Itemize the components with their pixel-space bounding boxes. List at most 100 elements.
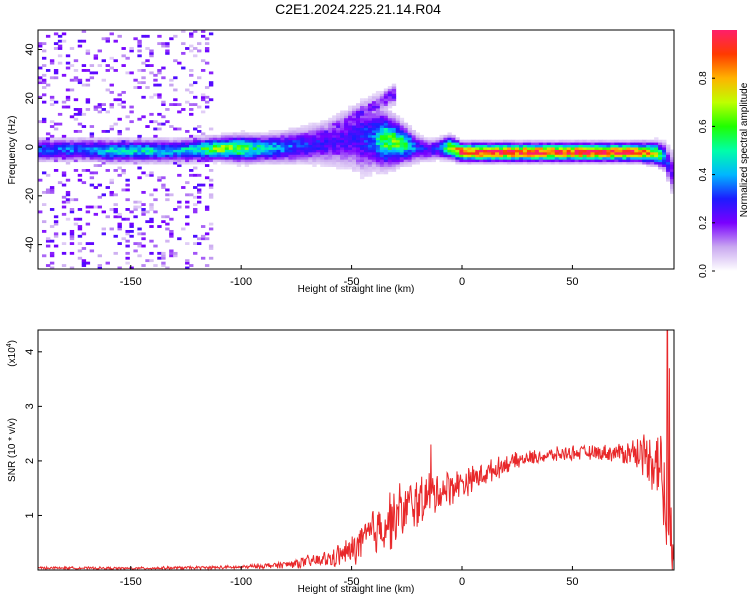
spectrogram-cell — [141, 149, 146, 153]
spectrogram-cell — [479, 159, 484, 163]
spectrogram-cell — [423, 159, 428, 163]
spectrogram-cell — [189, 44, 194, 48]
spectrogram-cell — [89, 71, 95, 75]
spectrogram-cell — [169, 251, 174, 255]
spectrogram-cell — [141, 210, 146, 214]
spectrogram-cell — [268, 129, 273, 133]
spectrogram-cell — [224, 151, 230, 155]
spectrogram-cell — [97, 264, 103, 267]
spectrogram-cell — [356, 169, 361, 172]
spectrogram-cell — [125, 251, 130, 255]
spectrogram-cell — [534, 156, 540, 160]
spectrogram-cell — [177, 164, 182, 167]
spectrogram-cell — [383, 108, 389, 111]
spectrogram-cell — [391, 125, 397, 128]
spectrogram-cell — [204, 159, 210, 163]
spectrogram-cell — [93, 156, 99, 160]
spectrogram-cell — [256, 149, 262, 153]
spectrogram-cell — [260, 137, 265, 141]
spectrogram-cell — [280, 154, 285, 158]
spectrogram-cell — [566, 161, 572, 165]
spectrogram-cell — [149, 220, 154, 224]
spectrogram-cell — [228, 144, 234, 148]
spectrogram-cell — [208, 147, 214, 150]
spectrogram-cell — [81, 169, 87, 172]
spectrogram-cell — [359, 161, 365, 165]
spectrogram-cell — [606, 151, 611, 155]
spectrogram-cell — [109, 103, 114, 106]
spectrogram-cell — [197, 134, 202, 138]
spectrogram-cell — [367, 149, 373, 153]
spectrogram-cell — [177, 147, 182, 150]
spectrogram-cell — [332, 159, 337, 163]
spectrogram-cell — [89, 147, 95, 150]
spectrogram-cell — [185, 200, 190, 204]
spectrogram-cell — [602, 161, 607, 165]
spectrogram-cell — [181, 42, 186, 46]
spectrogram-cell — [200, 110, 206, 114]
spectrogram-cell — [554, 154, 560, 158]
spectrogram-cell — [153, 127, 158, 131]
spectrogram-cell — [507, 159, 512, 163]
spectrogram-cell — [670, 154, 675, 158]
spectrogram-cell — [113, 149, 118, 153]
spectrogram-cell — [650, 159, 655, 163]
spectrogram-cell — [403, 122, 409, 126]
spectrogram-cell — [41, 142, 47, 146]
spectrogram-cell — [133, 137, 138, 141]
spectrogram-cell — [77, 129, 83, 133]
spectrogram-cell — [81, 83, 87, 87]
spectrogram-cell — [518, 156, 524, 160]
spectrogram-cell — [534, 149, 540, 153]
spectrogram-cell — [670, 173, 675, 177]
spectrogram-cell — [189, 34, 194, 38]
spectrogram-cell — [69, 156, 75, 160]
spectrogram-cell — [65, 54, 71, 58]
spectrogram-cell — [375, 149, 381, 153]
spectrogram-cell — [546, 151, 552, 155]
spectrogram-cell — [622, 147, 627, 150]
spectrogram-cell — [606, 159, 611, 163]
spectrogram-cell — [149, 71, 154, 75]
spectrogram-cell — [189, 32, 194, 36]
spectrogram-cell — [65, 178, 71, 182]
spectrogram-cell — [574, 154, 580, 158]
spectrogram-cell — [658, 139, 663, 143]
spectrogram-cell — [348, 132, 353, 136]
spectrogram-cell — [153, 244, 158, 248]
spectrogram-cell — [304, 161, 309, 165]
spectrogram-cell — [443, 139, 448, 143]
spectrogram-cell — [149, 208, 154, 211]
spectrogram-cell — [638, 156, 643, 160]
spectrogram-cell — [204, 49, 210, 53]
spectrogram-cell — [97, 254, 103, 258]
spectrogram-cell — [73, 222, 79, 226]
spectrogram-cell — [193, 234, 198, 238]
spectrogram-cell — [169, 254, 174, 258]
spectrogram-cell — [312, 164, 317, 167]
spectrogram-cell — [193, 159, 198, 163]
spectrogram-cell — [459, 156, 464, 160]
spectrogram-cell — [336, 137, 341, 141]
spectrogram-cell — [574, 156, 580, 160]
spectrogram-cell — [650, 139, 655, 143]
spectrogram-cell — [185, 259, 190, 263]
spectrogram-cell — [81, 259, 87, 263]
spectrogram-cell — [562, 151, 568, 155]
spectrogram-cell — [670, 166, 675, 170]
spectrogram-cell — [367, 115, 373, 119]
spectrogram-cell — [38, 66, 43, 70]
spectrogram-cell — [626, 142, 631, 146]
spectrogram-cell — [554, 159, 560, 163]
spectrogram-cell — [38, 144, 43, 148]
spectrogram-cell — [594, 156, 599, 160]
spectrogram-cell — [161, 144, 166, 148]
spectrogram-cell — [443, 151, 448, 155]
spectrogram-cell — [356, 108, 361, 111]
spectrogram-cell — [264, 154, 269, 158]
spectrogram-cell — [566, 142, 572, 146]
spectrogram-cell — [220, 132, 226, 136]
y-tick-label: 2 — [24, 458, 36, 464]
spectrogram-cell — [85, 139, 91, 143]
spectrogram-cell — [137, 39, 142, 43]
